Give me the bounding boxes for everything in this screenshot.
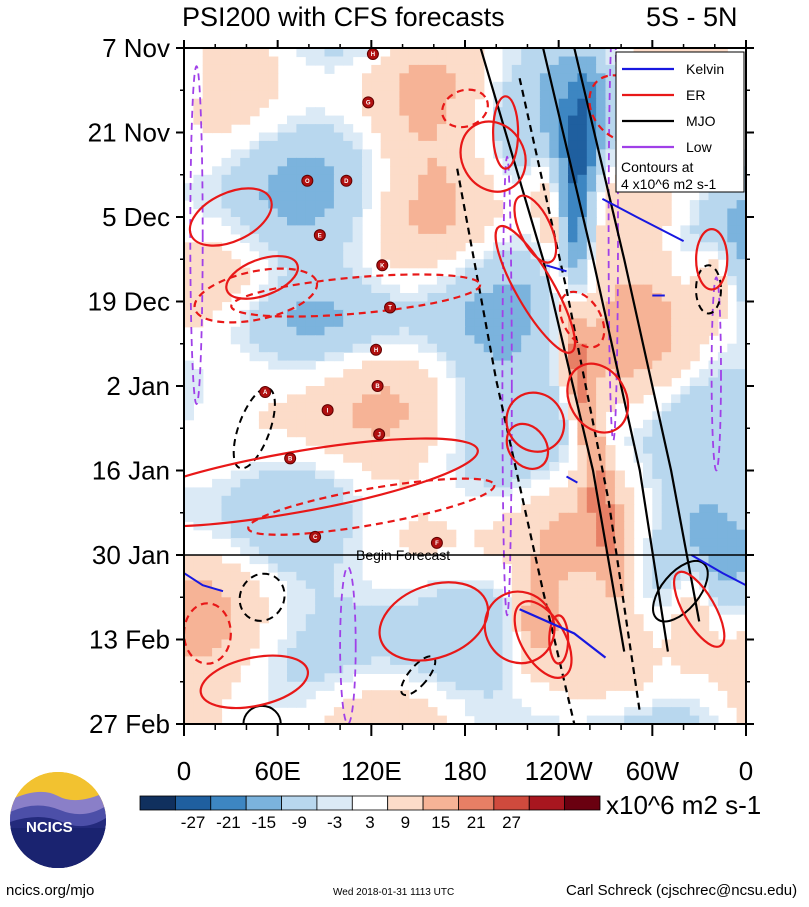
colorbar-label: 21 [467,813,486,832]
colorbar: -27 -21 -15 -9 -3 3 9 15 21 27 [139,795,601,832]
tc-marker: E [313,229,326,242]
tc-marker: H [370,343,383,356]
svg-text:B: B [375,384,380,390]
colorbar-label: -27 [181,813,206,832]
svg-text:D: D [344,179,349,185]
x-axis-labels: 0 60E 120E 180 120W 60W 0 [177,756,753,786]
tc-marker: K [376,259,389,272]
chart-region: 5S - 5N [646,2,738,32]
svg-text:F: F [435,541,439,547]
legend-note: 4 x10^6 m2 s-1 [621,176,716,192]
tc-marker: B [371,380,384,392]
tropical-cyclone-markers: H G O D E K T H B A I J B C F [259,48,443,549]
y-tick-label: 27 Feb [89,709,170,739]
colorbar-swatch [351,795,389,811]
x-tick-label: 60E [255,756,301,786]
colorbar-label: 27 [502,813,521,832]
tc-marker: F [430,536,443,549]
colorbar-swatch [281,795,318,811]
tc-marker: G [362,96,375,109]
svg-text:O: O [305,179,310,185]
legend: Kelvin ER MJO Low Contours at4 x10^6 m2 s-1 [615,51,745,193]
svg-text:I: I [327,408,329,414]
x-tick-label: 0 [739,756,753,786]
colorbar-swatch [564,795,601,811]
colorbar-swatch [139,795,176,811]
tc-marker: D [340,174,353,187]
y-tick-label: 7 Nov [102,33,170,63]
colorbar-swatch [174,795,212,811]
tc-marker: B [284,452,297,465]
colorbar-units: x10^6 m2 s-1 [606,790,761,820]
legend-label: Low [686,139,713,155]
svg-text:A: A [263,390,268,396]
legend-label: MJO [686,113,716,129]
begin-forecast-label: Begin Forecast [356,547,450,563]
tc-marker: A [259,386,272,399]
colorbar-swatch [458,795,495,811]
footer-website: ncics.org/mjo [6,882,95,899]
colorbar-swatch [422,795,459,811]
y-axis-labels: 7 Nov 21 Nov 5 Dec 19 Dec 2 Jan 16 Jan 30 Jan 1… [88,33,170,739]
axis-ticks [176,40,754,736]
x-tick-label: 180 [443,756,486,786]
tc-marker: C [309,530,322,543]
colorbar-label: -21 [216,813,241,832]
colorbar-swatch [316,795,353,811]
x-tick-label: 120E [341,756,402,786]
colorbar-swatch [245,795,282,811]
colorbar-swatch [493,795,530,811]
colorbar-label: -3 [327,813,342,832]
svg-text:H: H [371,52,375,58]
legend-label: ER [686,87,705,103]
svg-text:G: G [366,101,371,107]
x-tick-label: 120W [525,756,593,786]
svg-text:K: K [380,263,385,269]
logo-text: NCICS [26,819,73,836]
colorbar-label: 3 [365,813,374,832]
footer-author: Carl Schreck (cjschrec@ncsu.edu) [566,882,798,899]
svg-text:T: T [388,306,392,312]
y-tick-label: 30 Jan [92,540,170,570]
y-tick-label: 2 Jan [106,371,170,401]
svg-text:H: H [374,348,378,354]
svg-text:B: B [288,457,293,463]
colorbar-swatch [210,795,247,811]
y-tick-label: 19 Dec [88,287,170,317]
ncics-logo: NCICS [10,772,106,868]
chart-title: PSI200 with CFS forecasts [182,2,505,32]
footer-timestamp: Wed 2018-01-31 1113 UTC [333,887,455,898]
tc-marker: O [301,174,314,187]
svg-text:J: J [377,432,380,438]
legend-note: Contours at [621,159,693,175]
colorbar-swatch [387,795,424,811]
y-tick-label: 16 Jan [92,456,170,486]
y-tick-label: 21 Nov [88,118,170,148]
x-tick-label: 60W [626,756,680,786]
tc-marker: I [321,404,334,417]
tc-marker: T [384,301,397,314]
colorbar-label: -15 [252,813,277,832]
colorbar-label: 9 [401,813,410,832]
svg-text:E: E [318,233,322,239]
x-tick-label: 0 [177,756,191,786]
colorbar-label: 15 [431,813,450,832]
colorbar-swatch [528,795,566,811]
y-tick-label: 5 Dec [102,202,170,232]
colorbar-label: -9 [292,813,307,832]
legend-label: Kelvin [686,61,724,77]
tc-marker: H [366,48,379,61]
svg-text:C: C [313,535,318,541]
tc-marker: J [373,428,386,441]
y-tick-label: 13 Feb [89,625,170,655]
